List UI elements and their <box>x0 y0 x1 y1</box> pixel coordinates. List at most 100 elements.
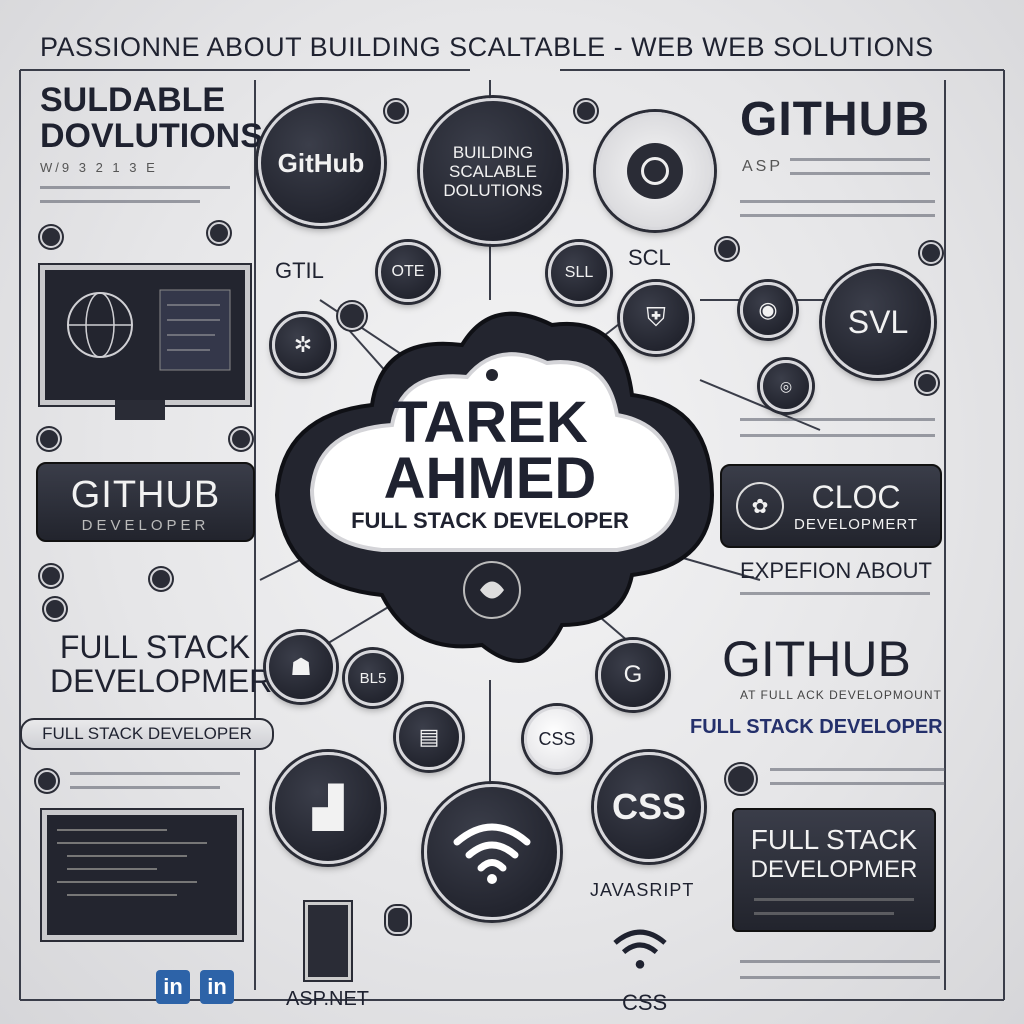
text-line <box>740 960 940 963</box>
github-pill-subtitle: DEVELOPER <box>81 517 210 534</box>
dot-icon <box>338 302 366 330</box>
full-stack-banner: FULL STACK DEVELOPER <box>20 718 274 750</box>
text-line <box>740 418 935 421</box>
text-line <box>754 912 894 915</box>
css-small-label: CSS <box>538 728 576 749</box>
github-pill-title: GITHUB <box>70 474 221 516</box>
person-icon: ☗ <box>290 653 312 681</box>
dot-icon <box>575 100 597 122</box>
bug-circle[interactable]: ✲ <box>272 314 334 376</box>
svl-label: SVL <box>847 303 909 340</box>
badge-circle[interactable]: ◎ <box>760 360 812 412</box>
text-line <box>740 592 930 595</box>
ote-label: OTE <box>391 263 425 280</box>
svl-circle[interactable]: SVL <box>822 266 934 378</box>
left-caption: W/9 3 2 1 3 E <box>40 160 158 175</box>
hero-name-line1: TAREK <box>392 390 588 455</box>
full-stack-banner-text: FULL STACK DEVELOPER <box>42 724 252 743</box>
wifi-circle[interactable] <box>424 784 560 920</box>
css-bottom-label: CSS <box>622 990 668 1015</box>
badge-icon: ◎ <box>779 377 793 394</box>
text-line <box>740 434 935 437</box>
aspnet-label: ASP.NET <box>286 988 369 1010</box>
dot-icon <box>385 100 407 122</box>
dot-icon <box>920 242 942 264</box>
full-stack-line1: FULL STACK <box>59 629 251 665</box>
text-line <box>754 898 914 901</box>
text-line <box>740 214 935 217</box>
bl5-circle[interactable]: BL5 <box>345 650 401 706</box>
code-monitor <box>42 810 242 940</box>
cloc-subtitle: DEVELOPMERT <box>794 516 919 533</box>
code-lines-icon <box>57 829 207 896</box>
github2-caption: AT FULL ACK DEVELOPMOUNT <box>740 688 942 702</box>
dot-icon <box>40 565 62 587</box>
text-line <box>70 786 220 789</box>
dot-icon <box>44 598 66 620</box>
full-stack-line2: DEVELOPMERT <box>50 663 292 699</box>
linkedin-icon[interactable]: in <box>156 970 190 1004</box>
github-heading-right-2: GITHUB <box>722 631 911 687</box>
dot-icon <box>150 568 172 590</box>
building-line2: SCALABLE <box>449 161 537 181</box>
text-line <box>770 768 945 771</box>
ote-circle[interactable]: OTE <box>378 242 438 302</box>
cloud-badge <box>274 311 715 663</box>
shield-circle[interactable]: ⛨ <box>620 282 692 354</box>
compass-circle[interactable]: ◉ <box>740 282 796 338</box>
expefion-label: EXPEFION ABOUT <box>740 558 932 583</box>
css-big-circle[interactable]: CSS <box>594 752 704 862</box>
building-scalable-circle[interactable]: BUILDING SCALABLE DOLUTIONS <box>420 98 566 244</box>
linkedin-icon[interactable]: in <box>200 970 234 1004</box>
building-line3: DOLUTIONS <box>443 180 543 200</box>
ring-icon <box>627 143 683 199</box>
shield-icon: ⛨ <box>646 302 666 332</box>
puzzle-circle[interactable]: ▟ <box>272 752 384 864</box>
github-developer-badge[interactable]: GITHUB DEVELOPER <box>36 462 255 542</box>
person-circle[interactable]: ☗ <box>266 632 336 702</box>
dot-icon <box>230 428 252 450</box>
dot-icon <box>40 226 62 248</box>
dot-icon <box>916 372 938 394</box>
css-big-label: CSS <box>611 786 687 827</box>
dot-icon <box>716 238 738 260</box>
monitor-illustration <box>40 265 250 405</box>
globe-icon <box>67 289 231 371</box>
gtil-label: GTIL <box>275 258 324 283</box>
hero-role: FULL STACK DEVELOPER <box>351 508 629 533</box>
css-small-circle[interactable]: CSS <box>524 706 590 772</box>
hero-name: TAREK AHMED <box>300 390 680 511</box>
bl5-label: BL5 <box>359 669 387 687</box>
wifi-light-circle[interactable] <box>600 910 680 990</box>
text-line <box>70 772 240 775</box>
cloc-development-badge[interactable]: ✿ CLOC DEVELOPMERT <box>720 464 942 548</box>
dot-icon <box>36 770 58 792</box>
text-line <box>40 186 230 189</box>
dot-icon <box>386 906 410 934</box>
github-heading-right: GITHUB <box>740 93 930 146</box>
window-circle[interactable]: ▤ <box>396 704 462 770</box>
monitor-stand <box>115 400 165 420</box>
text-line <box>770 782 945 785</box>
dot-icon <box>208 222 230 244</box>
javascript-label: JAVASRIPT <box>590 880 695 900</box>
g-icon: G <box>623 661 643 688</box>
circle-o-icon[interactable] <box>596 112 714 230</box>
dark-box-line2: DEVELOPMER <box>750 856 918 883</box>
text-line <box>790 158 930 161</box>
full-stack-dark-box[interactable]: FULL STACK DEVELOPMER <box>732 808 936 932</box>
left-heading: SULDABLE DOVLUTIONS <box>40 81 263 155</box>
page-tagline: PASSIONNE ABOUT BUILDING SCALTABLE - WEB… <box>40 32 934 62</box>
server-icon <box>305 902 351 980</box>
g-circle[interactable]: G <box>598 640 668 710</box>
wifi-icon <box>453 823 531 884</box>
building-line1: BUILDING <box>452 142 534 162</box>
github-circle[interactable]: GitHub <box>258 100 384 226</box>
left-heading-line1: SULDABLE <box>40 81 226 119</box>
sll-circle[interactable]: SLL <box>548 242 610 304</box>
text-line <box>740 200 935 203</box>
left-heading-line2: DOVLUTIONS <box>40 117 263 155</box>
sll-label: SLL <box>564 264 594 281</box>
dot-icon <box>38 428 60 450</box>
hero-name-line2: AHMED <box>383 446 597 511</box>
